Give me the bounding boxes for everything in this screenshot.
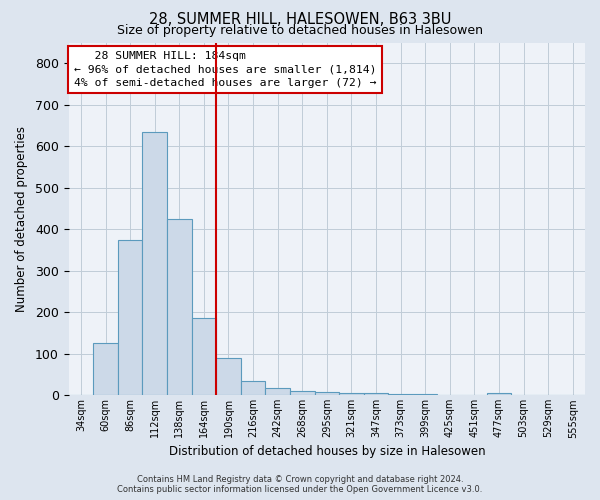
Bar bbox=[241, 381, 265, 396]
Bar bbox=[167, 219, 191, 396]
X-axis label: Distribution of detached houses by size in Halesowen: Distribution of detached houses by size … bbox=[169, 444, 485, 458]
Y-axis label: Number of detached properties: Number of detached properties bbox=[15, 126, 28, 312]
Bar bbox=[314, 392, 339, 396]
Text: 28, SUMMER HILL, HALESOWEN, B63 3BU: 28, SUMMER HILL, HALESOWEN, B63 3BU bbox=[149, 12, 451, 28]
Bar bbox=[265, 388, 290, 396]
Bar bbox=[216, 358, 241, 396]
Bar bbox=[118, 240, 142, 396]
Bar bbox=[93, 342, 118, 396]
Bar bbox=[339, 393, 364, 396]
Bar bbox=[364, 393, 388, 396]
Bar bbox=[142, 132, 167, 396]
Bar bbox=[290, 391, 314, 396]
Bar bbox=[388, 394, 413, 396]
Text: 28 SUMMER HILL: 184sqm
← 96% of detached houses are smaller (1,814)
4% of semi-d: 28 SUMMER HILL: 184sqm ← 96% of detached… bbox=[74, 52, 376, 88]
Bar bbox=[487, 393, 511, 396]
Text: Size of property relative to detached houses in Halesowen: Size of property relative to detached ho… bbox=[117, 24, 483, 37]
Text: Contains HM Land Registry data © Crown copyright and database right 2024.
Contai: Contains HM Land Registry data © Crown c… bbox=[118, 474, 482, 494]
Bar bbox=[413, 394, 437, 396]
Bar bbox=[191, 318, 216, 396]
